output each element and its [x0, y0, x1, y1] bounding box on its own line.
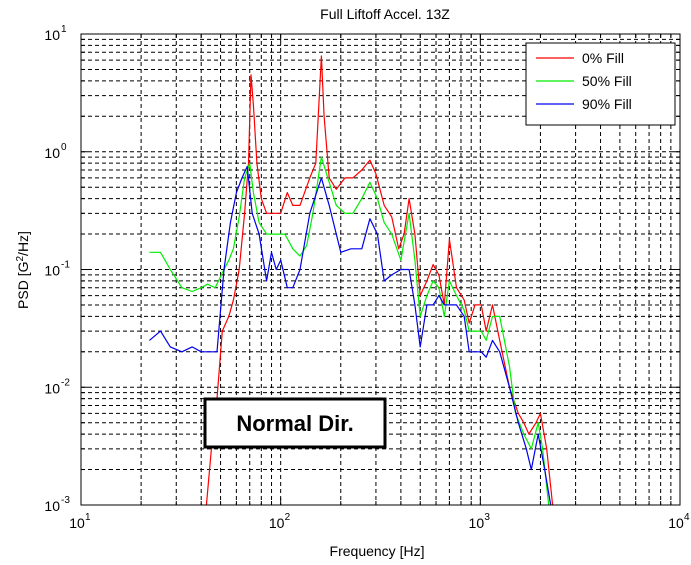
- y-tick-label-base: 10: [44, 263, 60, 279]
- x-tick-label-exp: 4: [684, 512, 690, 523]
- x-tick-label: 10 4: [668, 512, 690, 531]
- series-line-1: [149, 156, 550, 505]
- series-line-2: [149, 165, 552, 505]
- y-tick-label-exp: -1: [61, 260, 70, 271]
- y-tick-label-exp: -3: [61, 495, 70, 506]
- legend: 0% Fill 50% Fill 90% Fill: [525, 42, 676, 126]
- legend-label-1: 50% Fill: [582, 73, 632, 89]
- y-tick-label-exp: 1: [61, 24, 67, 35]
- x-axis-label: Frequency [Hz]: [330, 543, 425, 559]
- y-tick-label-exp: -2: [61, 377, 70, 388]
- x-tick-label-base: 10: [668, 515, 684, 531]
- annotation-box: Normal Dir.: [203, 397, 387, 449]
- legend-label-0: 0% Fill: [582, 50, 624, 66]
- annotation-frame: [203, 397, 387, 449]
- x-tick-label-base: 10: [69, 515, 85, 531]
- series-lines: [149, 55, 554, 505]
- y-axis-label: PSD [G2/Hz]: [15, 231, 31, 309]
- annotation-text: Normal Dir.: [236, 411, 353, 436]
- y-tick-label: 10 -1: [44, 260, 70, 279]
- x-tick-label-base: 10: [469, 515, 485, 531]
- y-tick-label: 10 -3: [44, 495, 70, 514]
- legend-label-2: 90% Fill: [582, 96, 632, 112]
- x-tick-label: 10 2: [269, 512, 291, 531]
- x-tick-label-base: 10: [269, 515, 285, 531]
- x-tick-label: 10 3: [469, 512, 491, 531]
- y-tick-label-base: 10: [44, 498, 60, 514]
- y-tick-label-base: 10: [44, 27, 60, 43]
- x-tick-label-exp: 2: [285, 512, 291, 523]
- x-tick-label-exp: 1: [85, 512, 91, 523]
- y-tick-label: 10 -2: [44, 377, 70, 396]
- y-tick-label: 10 0: [44, 142, 67, 161]
- chart-title: Full Liftoff Accel. 13Z: [320, 6, 450, 22]
- y-tick-label-exp: 0: [61, 142, 67, 153]
- y-tick-label-base: 10: [44, 380, 60, 396]
- y-tick-label: 10 1: [44, 24, 67, 43]
- x-tick-label: 10 1: [69, 512, 91, 531]
- series-line-0: [205, 55, 554, 505]
- legend-box: [525, 42, 676, 126]
- y-tick-label-base: 10: [44, 145, 60, 161]
- x-tick-label-exp: 3: [484, 512, 490, 523]
